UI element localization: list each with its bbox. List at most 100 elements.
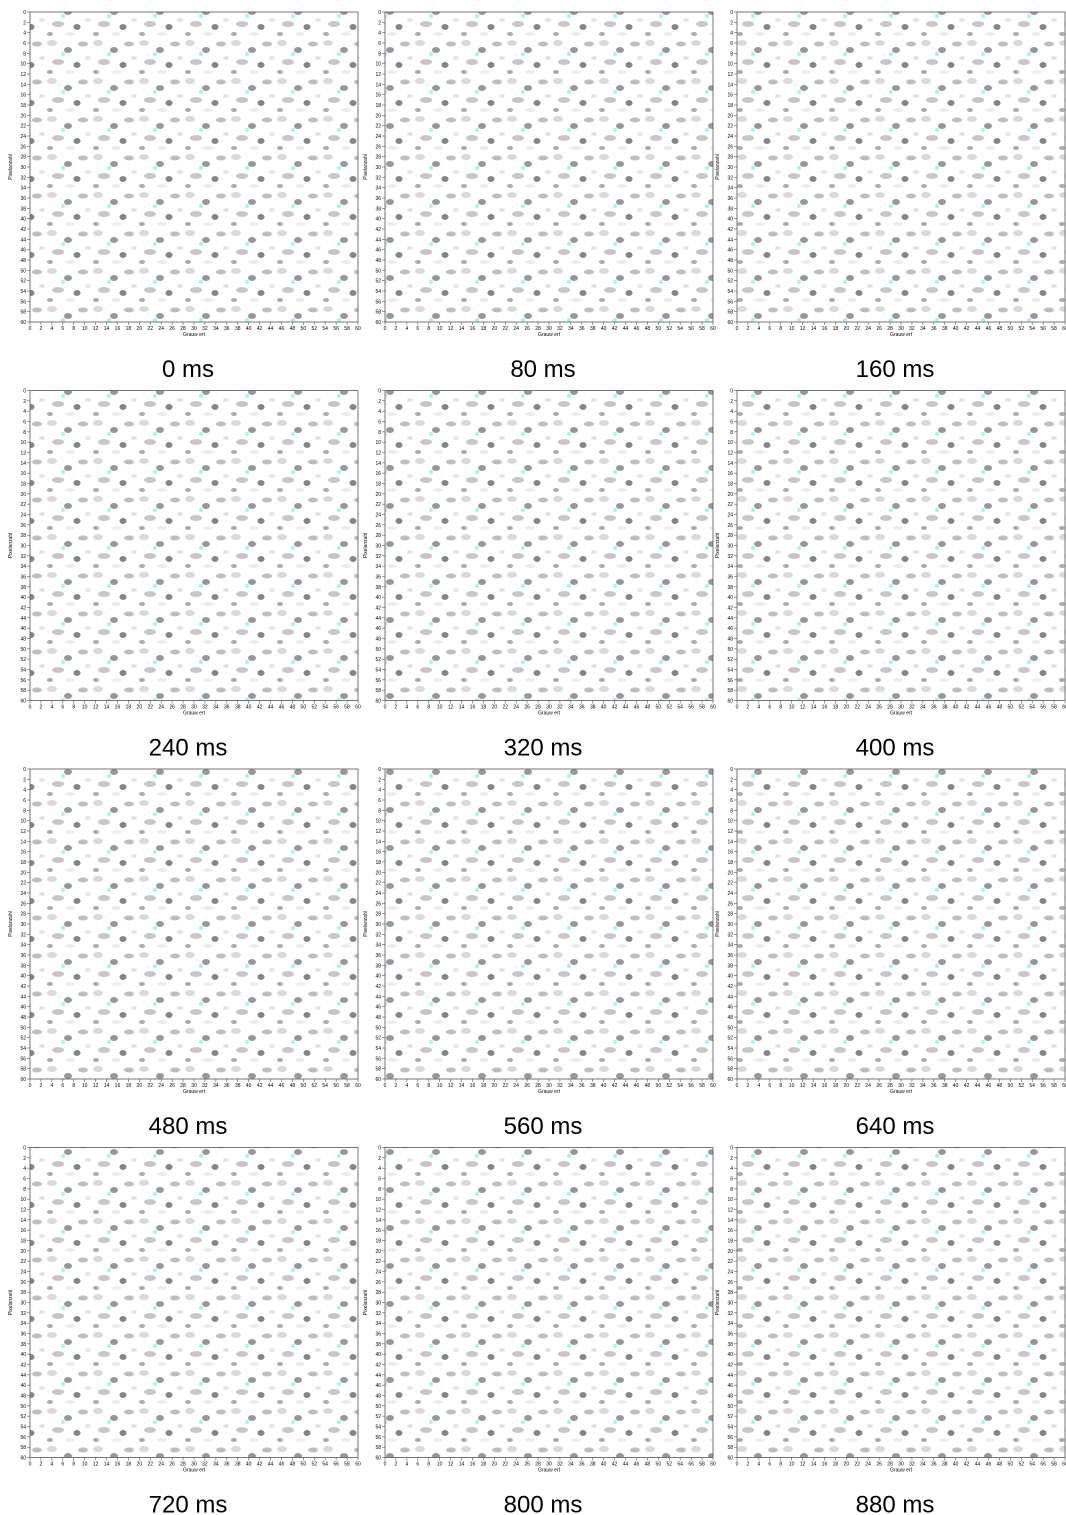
- x-tick-label: 32: [202, 326, 208, 332]
- y-tick-label: 38: [20, 1342, 26, 1348]
- x-axis-label: Grauw ert: [183, 1468, 206, 1474]
- y-tick-label: 0: [23, 1146, 26, 1152]
- y-tick-label: 50: [20, 1025, 26, 1031]
- y-tick-label: 4: [378, 31, 381, 37]
- y-tick-label: 38: [727, 206, 733, 212]
- y-tick-label: 46: [20, 1383, 26, 1389]
- x-tick-label: 8: [427, 1462, 430, 1468]
- x-tick-label: 36: [224, 705, 230, 711]
- y-tick-label: 58: [727, 688, 733, 694]
- y-tick-label: 16: [20, 850, 26, 856]
- y-tick-label: 4: [378, 409, 381, 415]
- heatmap-area: [737, 12, 1065, 322]
- x-tick-label: 34: [213, 326, 219, 332]
- y-axis-label: Pixelanzahl: [363, 1290, 369, 1316]
- y-tick-label: 26: [727, 523, 733, 529]
- y-tick-label: 34: [375, 564, 381, 570]
- y-tick-label: 40: [727, 595, 733, 601]
- x-axis-label: Grauw ert: [183, 332, 206, 338]
- heatmap-area: [385, 390, 713, 701]
- x-tick-label: 58: [699, 705, 705, 711]
- x-tick-label: 56: [333, 705, 339, 711]
- x-tick-label: 4: [50, 1462, 53, 1468]
- heatmap-area: [30, 12, 358, 322]
- x-tick-label: 24: [513, 1083, 519, 1089]
- x-tick-label: 20: [137, 705, 143, 711]
- x-tick-label: 38: [942, 705, 948, 711]
- y-tick-label: 24: [375, 134, 381, 140]
- y-tick-label: 22: [20, 1259, 26, 1265]
- y-tick-label: 6: [378, 798, 381, 804]
- x-tick-label: 26: [524, 1462, 530, 1468]
- y-tick-label: 8: [730, 1187, 733, 1193]
- x-tick-label: 34: [213, 1083, 219, 1089]
- x-tick-label: 24: [865, 1462, 871, 1468]
- x-tick-label: 32: [202, 1083, 208, 1089]
- x-tick-label: 56: [1040, 1462, 1046, 1468]
- y-tick-label: 56: [20, 678, 26, 684]
- y-tick-label: 54: [375, 1425, 381, 1431]
- x-tick-label: 26: [169, 1083, 175, 1089]
- y-tick-label: 54: [20, 1046, 26, 1052]
- y-tick-label: 24: [727, 513, 733, 519]
- y-tick-label: 50: [20, 647, 26, 653]
- x-tick-label: 32: [557, 705, 563, 711]
- x-tick-label: 10: [789, 326, 795, 332]
- y-tick-label: 52: [727, 1036, 733, 1042]
- y-tick-label: 14: [20, 82, 26, 88]
- x-tick-label: 4: [757, 326, 760, 332]
- y-tick-label: 10: [375, 1197, 381, 1203]
- x-tick-label: 32: [909, 705, 915, 711]
- x-tick-label: 38: [590, 705, 596, 711]
- y-tick-label: 56: [20, 1435, 26, 1441]
- x-tick-label: 28: [887, 326, 893, 332]
- y-tick-label: 6: [378, 1177, 381, 1183]
- x-tick-label: 34: [568, 1083, 574, 1089]
- x-tick-label: 30: [546, 705, 552, 711]
- y-tick-label: 44: [20, 237, 26, 243]
- y-tick-label: 26: [727, 901, 733, 907]
- x-tick-label: 42: [257, 326, 263, 332]
- x-tick-label: 54: [677, 705, 683, 711]
- y-tick-label: 32: [20, 932, 26, 938]
- x-tick-label: 34: [920, 705, 926, 711]
- x-tick-label: 50: [1008, 326, 1014, 332]
- y-tick-label: 8: [378, 808, 381, 814]
- heatmap-area: [385, 12, 713, 322]
- x-tick-label: 2: [40, 1083, 43, 1089]
- x-tick-label: 20: [137, 326, 143, 332]
- x-tick-label: 44: [268, 1462, 274, 1468]
- x-tick-label: 2: [395, 705, 398, 711]
- y-tick-label: 18: [375, 1239, 381, 1245]
- y-tick-label: 30: [727, 165, 733, 171]
- x-tick-label: 34: [920, 1462, 926, 1468]
- x-tick-label: 46: [986, 1083, 992, 1089]
- x-tick-label: 30: [898, 1083, 904, 1089]
- y-tick-label: 58: [727, 310, 733, 316]
- y-tick-label: 48: [375, 1015, 381, 1021]
- y-tick-label: 40: [375, 1352, 381, 1358]
- x-tick-label: 18: [481, 1462, 487, 1468]
- x-tick-label: 38: [942, 1083, 948, 1089]
- y-tick-label: 48: [727, 1015, 733, 1021]
- x-tick-label: 4: [405, 705, 408, 711]
- y-tick-label: 34: [20, 943, 26, 949]
- y-tick-label: 44: [375, 994, 381, 1000]
- y-tick-label: 44: [20, 1373, 26, 1379]
- y-tick-label: 6: [378, 41, 381, 47]
- y-tick-label: 54: [20, 289, 26, 295]
- x-tick-label: 14: [811, 326, 817, 332]
- x-tick-label: 50: [301, 1462, 307, 1468]
- y-tick-label: 44: [375, 1373, 381, 1379]
- panel-caption: 240 ms: [149, 735, 228, 762]
- y-tick-label: 54: [375, 289, 381, 295]
- y-tick-label: 42: [727, 606, 733, 612]
- x-tick-label: 56: [688, 326, 694, 332]
- y-tick-label: 20: [375, 870, 381, 876]
- x-tick-label: 0: [384, 1462, 387, 1468]
- x-tick-label: 8: [72, 1462, 75, 1468]
- y-tick-label: 44: [727, 616, 733, 622]
- y-tick-label: 24: [727, 1270, 733, 1276]
- x-tick-label: 48: [997, 1462, 1003, 1468]
- x-tick-label: 52: [1018, 326, 1024, 332]
